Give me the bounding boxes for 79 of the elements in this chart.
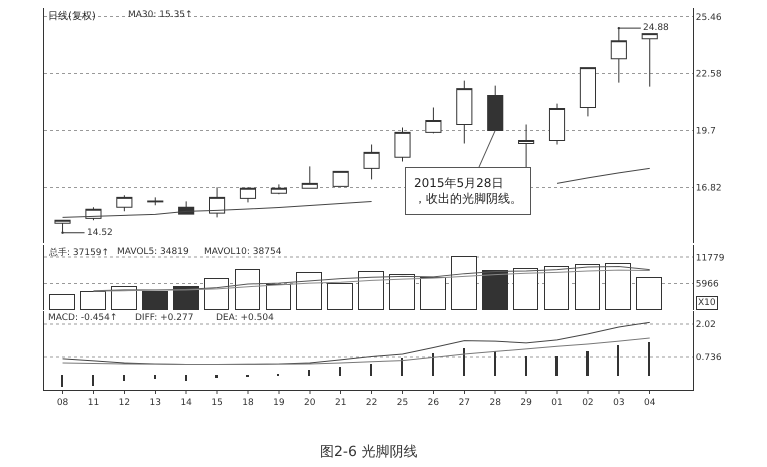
x-tick-label: 29: [520, 398, 532, 408]
x-tick-label: 12: [118, 398, 130, 408]
bar: [49, 294, 75, 310]
candlestick: [240, 186, 256, 203]
x-tick-label: 03: [613, 398, 625, 408]
x-tick-label: 15: [211, 398, 223, 408]
y-tick-label: 16.82: [696, 183, 722, 194]
y-tick-label: 22.58: [696, 70, 722, 80]
annotation: MACD: -0.454↑: [48, 313, 118, 323]
x-tick-label: 02: [582, 398, 594, 408]
x-tick-label: 11: [88, 398, 100, 408]
bar: [111, 286, 137, 310]
bar: [80, 291, 106, 310]
bar: [296, 272, 322, 310]
bar: [204, 278, 229, 310]
bar: [513, 268, 538, 310]
candlestick: [209, 186, 226, 218]
bar: [358, 271, 384, 310]
candlestick: [332, 170, 349, 187]
x-tick-label: 13: [150, 398, 161, 408]
candlestick: [394, 126, 411, 162]
bar: [173, 286, 199, 310]
x-tick-label: 21: [334, 398, 346, 408]
candlestick: [487, 85, 504, 131]
bar: [555, 356, 558, 376]
bar: [482, 270, 508, 310]
candlestick: [580, 67, 596, 117]
candlestick: [548, 103, 566, 145]
bar: [266, 284, 291, 310]
bar: [215, 375, 218, 378]
bar: [636, 277, 662, 310]
x-tick-label: 19: [273, 398, 285, 408]
bar: [575, 264, 600, 310]
bar: [327, 283, 353, 310]
y-tick-label: 5966: [696, 279, 719, 290]
y-tick-label: 0.736: [696, 353, 722, 364]
candlestick: [425, 107, 442, 134]
candlestick: [302, 166, 318, 189]
candlestick: [147, 196, 164, 206]
bar: [420, 277, 446, 310]
x-tick-label: 04: [644, 398, 656, 408]
x-tick-label: 08: [56, 398, 69, 408]
line-series: [62, 338, 650, 366]
annotation: 24.88: [643, 23, 670, 33]
annotation: MA30: 15.35↑: [128, 10, 193, 20]
x-tick-label: 01: [551, 398, 563, 408]
candlestick: [364, 144, 380, 180]
y-tick-label: 2.02: [696, 320, 716, 330]
bar: [605, 263, 631, 310]
x-tick-label: 28: [489, 398, 502, 408]
annotation: DIFF: +0.277: [135, 313, 194, 323]
annotation: MAVOL10: 38754: [204, 247, 282, 257]
bar: [544, 266, 569, 310]
x-tick-label: 25: [396, 398, 408, 408]
candlestick: [116, 194, 132, 212]
y-tick-label: 11779: [696, 253, 725, 264]
bar: [586, 351, 589, 376]
annotation: DEA: +0.504: [216, 313, 274, 323]
x-tick-label: 27: [458, 398, 470, 408]
x-tick-label: 18: [242, 398, 254, 408]
y-tick-label: 19.7: [696, 126, 716, 137]
y-tick-label: 25.46: [696, 12, 722, 23]
candlestick: [642, 33, 658, 88]
bar: [389, 274, 415, 310]
annotation: 2015年5月28日，收出的光脚阴线。: [414, 176, 522, 206]
y-axis-title: X10: [698, 298, 716, 308]
x-tick-label: 20: [304, 398, 316, 408]
bar: [451, 256, 477, 310]
bar: [142, 291, 168, 310]
x-tick-label: 14: [180, 398, 192, 408]
annotation: 总手: 37159↑: [48, 247, 110, 258]
annotation: MAVOL5: 34819: [117, 247, 189, 257]
x-tick-label: 26: [428, 398, 440, 408]
caption: 图2-6 光脚阴线: [320, 444, 418, 460]
x-tick-label: 22: [366, 398, 378, 408]
candlestick: [456, 80, 472, 144]
chart-title: 日线(复权): [48, 10, 96, 22]
annotation: 14.52: [87, 228, 113, 238]
bar: [235, 269, 260, 310]
